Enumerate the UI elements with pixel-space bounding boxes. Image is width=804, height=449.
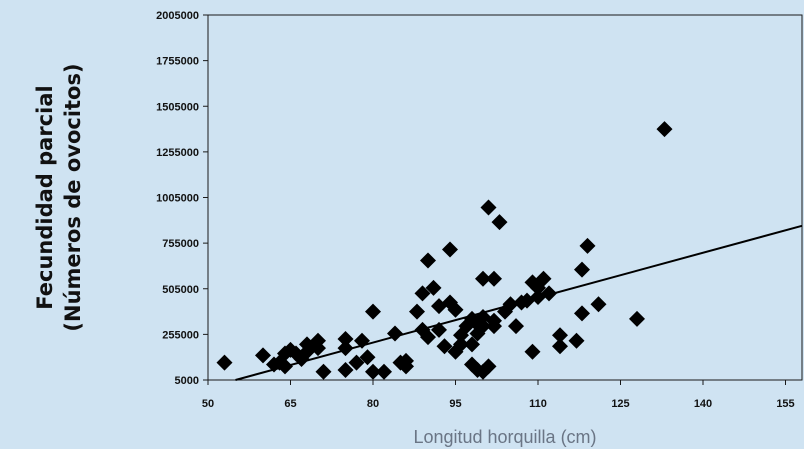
data-point [420,329,436,346]
y-axis-title-line: Fecundidad parcial [33,85,57,309]
trend-line [235,224,803,381]
data-point [414,285,431,302]
data-point [491,214,508,231]
data-point [442,241,458,258]
data-point [425,279,442,296]
x-tick-label: 65 [284,398,296,410]
data-point [365,363,381,380]
data-point [535,270,552,287]
data-point [541,285,557,302]
data-point [656,121,673,138]
data-point [486,318,502,335]
data-point [359,349,376,366]
data-point [574,305,590,322]
data-point [348,354,365,371]
x-tick-label: 155 [776,398,794,410]
data-point [453,336,469,353]
data-point [255,347,271,364]
data-point [579,237,596,254]
data-point [590,296,607,313]
x-axis-title: Longitud horquilla (cm) [413,427,596,447]
data-point [475,318,491,335]
data-point [337,361,354,378]
data-point [568,332,585,349]
points-layer [216,121,673,380]
data-point [486,270,502,287]
y-tick-label: 505000 [162,284,199,296]
data-point [310,332,326,349]
x-tick-label: 95 [449,398,461,410]
y-tick-label: 255000 [162,329,199,341]
data-point [508,318,524,335]
data-point [475,270,491,287]
x-tick-label: 80 [367,398,379,410]
x-tick-label: 125 [611,398,629,410]
data-point [480,358,497,375]
data-point [420,252,436,269]
data-point [574,261,590,278]
data-point [629,310,645,327]
data-point [447,301,464,318]
data-point [552,327,568,344]
y-tick-label: 1255000 [156,147,199,159]
x-tick-label: 50 [202,398,214,410]
data-point [315,363,332,380]
plot-area [207,14,803,381]
y-tick-label: 2005000 [156,10,199,22]
data-point [480,199,497,216]
data-point [337,330,354,347]
data-point [365,303,381,320]
x-tick-label: 110 [529,398,547,410]
data-point [376,363,392,380]
ticks-layer: 5000 255000 505000 755000 1005000 1255000 1505… [156,10,795,410]
x-tick-label: 140 [694,398,712,410]
y-axis-title-line: (Números de ovocitos) [61,63,85,331]
y-tick-label: 1505000 [156,101,199,113]
data-point [464,336,480,353]
data-point [409,303,425,320]
y-tick-label: 5000 [175,375,199,387]
y-tick-label: 1005000 [156,193,199,205]
data-point [216,354,233,371]
y-tick-label: 1755000 [156,56,199,68]
y-tick-label: 755000 [162,238,199,250]
data-point [436,338,453,355]
data-point [398,352,414,369]
data-point [552,338,568,355]
data-point [524,343,541,360]
y-axis-title: Fecundidad parcial (Números de ovocitos) [33,63,85,331]
